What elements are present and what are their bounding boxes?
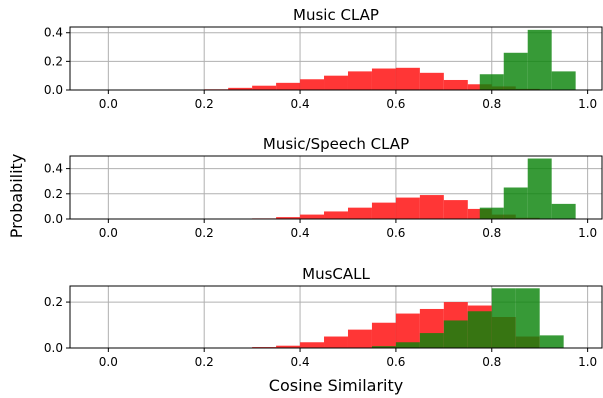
x-axis-label: Cosine Similarity xyxy=(269,376,403,395)
y-axis-label: Probability xyxy=(7,154,26,239)
x-tick-label: 0.8 xyxy=(482,226,501,240)
y-tick-label: 0.0 xyxy=(44,83,63,97)
x-tick-label: 1.0 xyxy=(578,355,597,369)
histogram-bar xyxy=(419,72,444,90)
histogram-bar xyxy=(395,313,420,348)
x-tick-label: 0.4 xyxy=(291,97,310,111)
histogram-bar xyxy=(467,208,492,219)
subplot-1: Music CLAP 0.0 0.2 0.4 0.6 0.8 1.0 0.0 0.2 0.4 xyxy=(44,6,603,111)
histogram-bar xyxy=(503,52,528,90)
subplot-2: Music/Speech CLAP 0.0 0.2 0.4 0.6 0.8 1.0 0.0 0.… xyxy=(44,135,603,240)
histogram-bar xyxy=(300,214,325,219)
series-green xyxy=(479,158,576,219)
x-tick-label: 0.6 xyxy=(386,355,405,369)
y-tick-label: 0.2 xyxy=(44,187,63,201)
series-green xyxy=(479,29,576,90)
histogram-bar xyxy=(551,71,576,90)
histogram-bar xyxy=(276,345,301,348)
histogram-bar xyxy=(324,75,348,90)
histogram-bar xyxy=(395,67,420,90)
histogram-bar xyxy=(347,207,372,219)
y-tick-label: 0.2 xyxy=(44,295,63,309)
x-tick-label: 0.8 xyxy=(482,97,501,111)
histogram-bar xyxy=(371,68,396,90)
histogram-bar xyxy=(527,158,552,219)
x-tick-label: 0.6 xyxy=(386,97,405,111)
x-tick-label: 1.0 xyxy=(578,97,597,111)
y-tick-label: 0.4 xyxy=(44,162,63,176)
histogram-bar xyxy=(467,311,492,348)
histogram-bar xyxy=(443,79,468,90)
series-red xyxy=(204,67,540,90)
histogram-bar xyxy=(371,322,396,348)
histogram-bar xyxy=(228,87,253,90)
y-tick-label: 0.0 xyxy=(44,212,63,226)
subplot-title: Music/Speech CLAP xyxy=(263,135,409,153)
axes-frame xyxy=(69,26,603,91)
histogram-bar xyxy=(515,288,540,348)
x-tick-label: 0.8 xyxy=(482,355,501,369)
x-tick-label: 1.0 xyxy=(578,226,597,240)
x-tick-label: 0.4 xyxy=(291,226,310,240)
histogram-bar xyxy=(371,202,396,219)
histogram-bar xyxy=(371,346,396,348)
y-tick-label: 0.0 xyxy=(44,341,63,355)
histogram-bar xyxy=(419,195,444,219)
x-tick-label: 0.0 xyxy=(99,355,118,369)
histogram-bar xyxy=(324,211,348,219)
histogram-bar xyxy=(395,342,420,348)
histogram-bar xyxy=(551,203,576,219)
histogram-bar xyxy=(347,329,372,348)
histogram-bar xyxy=(479,74,504,90)
histogram-bar xyxy=(347,71,372,90)
axes-frame xyxy=(69,285,603,349)
histogram-bar xyxy=(276,82,301,90)
histogram-bar xyxy=(443,320,468,348)
subplot-title: Music CLAP xyxy=(293,6,379,24)
series-red xyxy=(252,195,540,219)
histogram-bar xyxy=(252,85,277,90)
histogram-bar xyxy=(395,197,420,219)
x-tick-label: 0.2 xyxy=(195,97,214,111)
subplot-title: MusCALL xyxy=(302,265,370,283)
histogram-bar xyxy=(503,187,528,219)
x-tick-label: 0.2 xyxy=(195,226,214,240)
x-tick-label: 0.4 xyxy=(291,355,310,369)
histogram-bar xyxy=(300,342,325,348)
subplot-3: MusCALL 0.0 0.2 0.4 0.6 0.8 1.0 0.0 0.2 xyxy=(44,265,603,369)
x-tick-label: 0.0 xyxy=(99,97,118,111)
x-tick-label: 0.6 xyxy=(386,226,405,240)
histogram-bar xyxy=(467,84,492,90)
axes-frame xyxy=(69,155,603,220)
histogram-bar xyxy=(491,288,516,348)
histogram-bar xyxy=(419,333,444,348)
histogram-bar xyxy=(300,79,325,90)
x-tick-label: 0.0 xyxy=(99,226,118,240)
histogram-bar xyxy=(276,217,301,219)
y-tick-label: 0.2 xyxy=(44,54,63,68)
y-tick-label: 0.4 xyxy=(44,26,63,40)
histogram-bar xyxy=(479,207,504,219)
histogram-bar xyxy=(443,200,468,219)
histogram-bar xyxy=(527,29,552,90)
series-green xyxy=(371,288,564,348)
histogram-bar xyxy=(324,336,348,348)
histogram-bar xyxy=(539,335,564,348)
x-tick-label: 0.2 xyxy=(195,355,214,369)
